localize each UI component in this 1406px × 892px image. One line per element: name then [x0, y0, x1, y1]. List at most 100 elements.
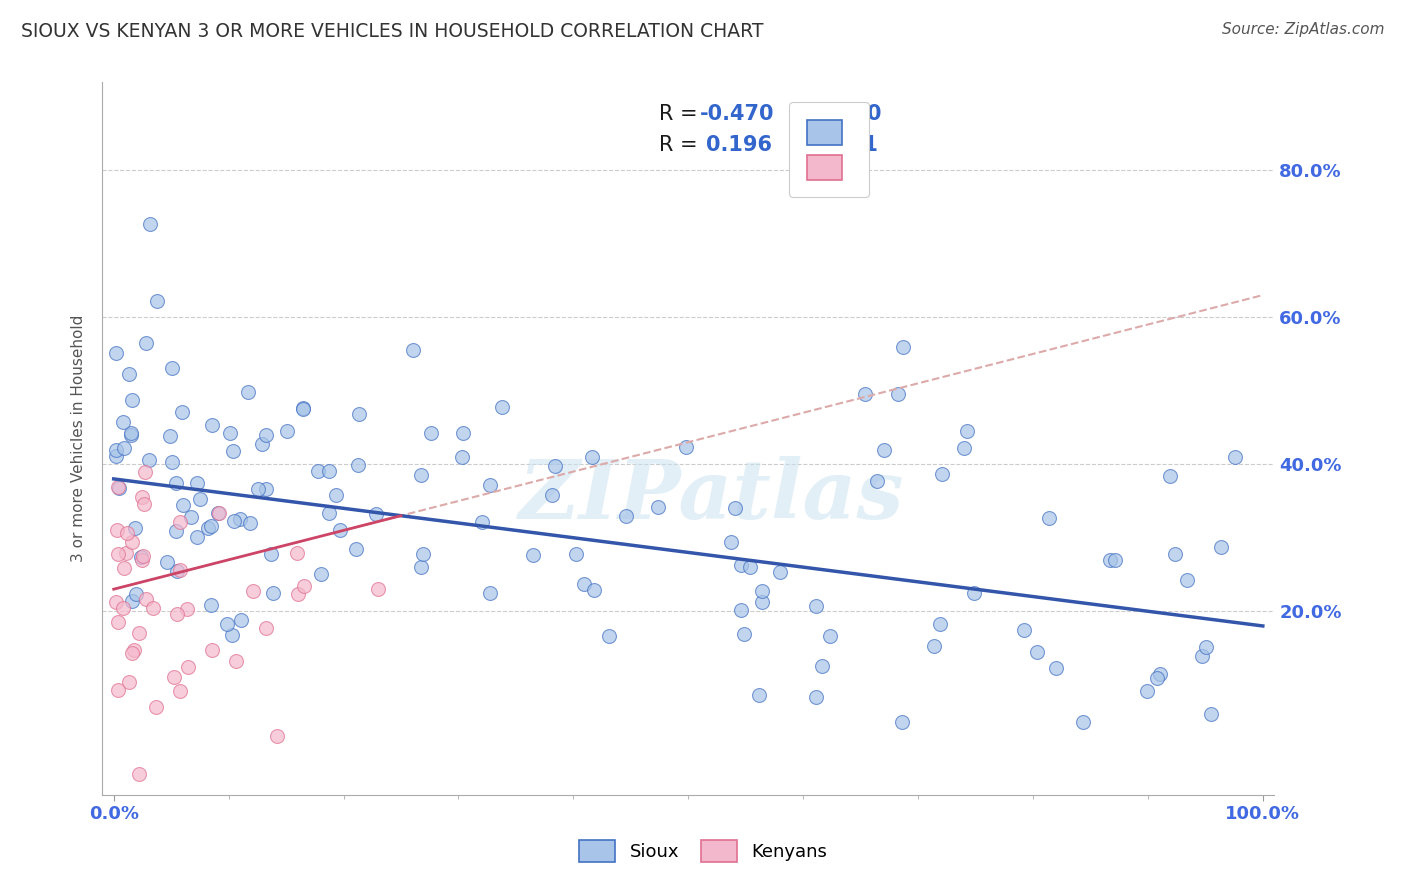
Point [420, 426, 443, 441]
Point [544, 458, 567, 473]
Point [1012, 623, 1035, 637]
Point [720, 534, 742, 549]
Point [131, 553, 153, 567]
Point [818, 629, 841, 643]
Point [853, 387, 876, 401]
Point [129, 550, 152, 565]
Point [478, 478, 501, 492]
Point [675, 440, 697, 454]
Point [409, 468, 432, 483]
Point [266, 729, 288, 743]
Point [107, 481, 129, 495]
Point [111, 600, 134, 615]
Point [219, 425, 242, 440]
Point [1175, 574, 1198, 588]
Point [287, 587, 309, 601]
Point [285, 546, 308, 560]
Point [105, 449, 128, 463]
Point [931, 467, 953, 481]
Point [1159, 468, 1181, 483]
Point [222, 443, 245, 458]
Text: N =: N = [800, 104, 846, 124]
Point [105, 595, 128, 609]
Point [105, 442, 128, 457]
Y-axis label: 3 or more Vehicles in Household: 3 or more Vehicles in Household [72, 315, 86, 562]
Text: Source: ZipAtlas.com: Source: ZipAtlas.com [1222, 22, 1385, 37]
Point [738, 559, 761, 574]
Point [963, 585, 986, 599]
Point [200, 599, 222, 613]
Point [207, 506, 229, 520]
Point [186, 530, 208, 544]
Point [1195, 640, 1218, 654]
Point [135, 591, 157, 606]
Point [128, 626, 150, 640]
Point [107, 682, 129, 697]
Legend: , : , [789, 103, 869, 197]
Point [160, 361, 183, 376]
Point [111, 415, 134, 429]
Point [262, 586, 284, 600]
Point [121, 594, 143, 608]
Point [246, 482, 269, 496]
Point [541, 488, 564, 502]
Point [347, 407, 370, 421]
Point [131, 490, 153, 504]
Text: 130: 130 [838, 104, 882, 124]
Point [318, 465, 340, 479]
Point [748, 688, 770, 702]
Point [956, 424, 979, 438]
Point [887, 387, 910, 401]
Point [112, 441, 135, 455]
Point [751, 595, 773, 609]
Point [647, 500, 669, 514]
Point [724, 500, 747, 515]
Point [229, 614, 252, 628]
Point [367, 582, 389, 596]
Point [165, 524, 187, 539]
Point [197, 521, 219, 535]
Point [221, 628, 243, 642]
Point [409, 559, 432, 574]
Text: R =: R = [659, 135, 704, 154]
Point [122, 643, 145, 657]
Point [125, 587, 148, 601]
Point [1104, 553, 1126, 567]
Point [810, 659, 832, 673]
Point [169, 515, 191, 529]
Point [172, 498, 194, 512]
Point [118, 368, 141, 382]
Point [402, 343, 425, 357]
Point [115, 546, 138, 560]
Point [166, 607, 188, 622]
Point [1146, 671, 1168, 685]
Point [186, 475, 208, 490]
Point [581, 450, 603, 465]
Point [107, 523, 129, 537]
Point [200, 519, 222, 533]
Point [928, 617, 950, 632]
Point [166, 564, 188, 578]
Point [120, 427, 142, 442]
Text: ZIPatlas: ZIPatlas [519, 456, 904, 535]
Point [165, 476, 187, 491]
Point [291, 402, 314, 417]
Point [121, 392, 143, 407]
Point [115, 526, 138, 541]
Point [128, 767, 150, 781]
Point [276, 424, 298, 438]
Point [139, 217, 162, 231]
Point [598, 629, 620, 643]
Point [176, 601, 198, 615]
Point [806, 690, 828, 705]
Point [1209, 541, 1232, 555]
Point [1038, 511, 1060, 525]
Point [344, 542, 367, 557]
Point [574, 577, 596, 591]
Point [866, 474, 889, 488]
Point [159, 429, 181, 443]
Point [1191, 649, 1213, 664]
Text: 41: 41 [849, 135, 877, 154]
Point [412, 547, 434, 561]
Point [145, 700, 167, 714]
